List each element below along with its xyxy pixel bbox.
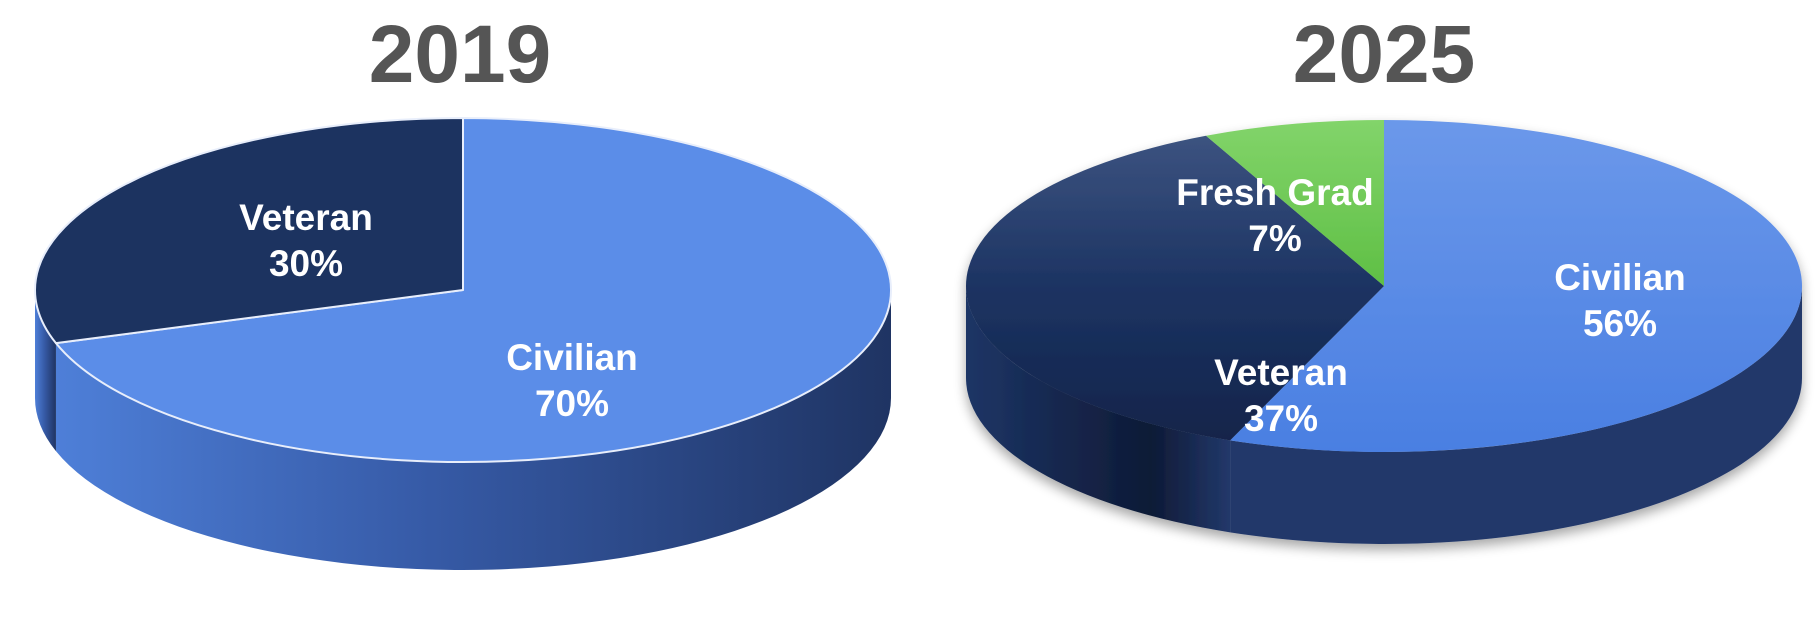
slice-civilian (1230, 120, 1802, 452)
slice-label-fresh-grad: Fresh Grad 7% (1176, 172, 1373, 259)
slice-side-veteran (35, 290, 56, 452)
slice-side-veteran (966, 286, 1231, 533)
chart-title: 2019 (369, 9, 551, 100)
slice-side-civilian (1230, 286, 1802, 544)
slice-veteran (34, 117, 464, 345)
pie-chart-2025: 2025 Civilian 56% Veteran 37% Fresh Grad 7% (966, 9, 1802, 544)
slice-category: Civilian (506, 337, 638, 378)
slice-veteran (966, 135, 1384, 441)
slice-label-veteran: Veteran 37% (1214, 352, 1348, 439)
slice-category: Fresh Grad (1176, 172, 1373, 213)
chart-title: 2025 (1293, 9, 1475, 100)
slice-side-civilian (55, 290, 891, 570)
slice-civilian (54, 117, 892, 463)
slice-category: Civilian (1554, 257, 1686, 298)
slice-label-civilian: Civilian 70% (506, 337, 638, 424)
slice-percent: 70% (535, 383, 609, 424)
slice-label-civilian: Civilian 56% (1554, 257, 1686, 344)
slice-percent: 30% (269, 243, 343, 284)
pie-chart-2019: 2019 Civilian 70% Veteran 30% (34, 9, 892, 570)
slice-label-veteran: Veteran 30% (239, 197, 373, 284)
slice-percent: 37% (1244, 398, 1318, 439)
slice-percent: 56% (1583, 303, 1657, 344)
slice-percent: 7% (1248, 218, 1301, 259)
slice-category: Veteran (1214, 352, 1348, 393)
slice-category: Veteran (239, 197, 373, 238)
slice-fresh-grad (1206, 120, 1384, 286)
